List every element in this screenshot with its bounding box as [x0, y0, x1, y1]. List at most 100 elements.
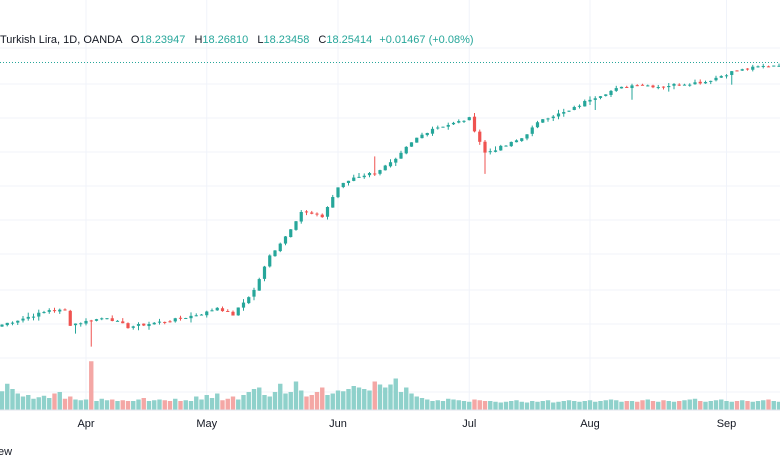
- candle-up: [441, 126, 445, 128]
- candle-up: [10, 322, 15, 324]
- candle-up: [357, 176, 361, 178]
- candle-up: [278, 243, 282, 252]
- legend-close-label: C: [318, 34, 327, 46]
- volume-bar: [514, 400, 519, 410]
- volume-bar: [309, 395, 314, 410]
- candle-up: [598, 96, 603, 98]
- volume-bar: [356, 387, 362, 410]
- candle-down: [163, 321, 167, 323]
- volume-bar: [288, 392, 293, 410]
- candle-up: [58, 309, 62, 312]
- candle-up: [604, 94, 608, 96]
- volume-bar: [283, 393, 288, 410]
- candle-up: [551, 116, 555, 119]
- candle-up: [299, 211, 303, 222]
- candle-up: [457, 121, 461, 123]
- volume-bar: [593, 401, 598, 410]
- volume-bar: [425, 399, 430, 410]
- candle-down: [121, 321, 125, 324]
- candle-down: [226, 310, 230, 312]
- volume-bar: [556, 401, 561, 410]
- candle-up: [724, 75, 729, 77]
- candle-down: [89, 320, 93, 322]
- volume-bar: [734, 401, 740, 410]
- chart-grid: [0, 0, 780, 410]
- volume-bar: [367, 390, 372, 410]
- volume-bar: [682, 400, 687, 410]
- volume-bar: [430, 401, 435, 410]
- footer-view-link[interactable]: ew: [0, 446, 13, 458]
- volume-bar: [519, 401, 524, 410]
- volume-bar: [104, 400, 110, 410]
- candle-up: [257, 279, 261, 291]
- candle-down: [478, 131, 482, 142]
- volume-bar: [755, 401, 761, 410]
- candle-up: [0, 324, 4, 327]
- volume-bar: [304, 396, 309, 410]
- volume-bar: [115, 401, 120, 410]
- candle-up: [289, 229, 293, 238]
- volume-bar: [99, 398, 104, 410]
- volume-bar: [157, 399, 162, 410]
- volume-bar: [83, 399, 89, 410]
- candle-down: [661, 86, 666, 88]
- volume-bar: [346, 389, 351, 410]
- volume-bar: [414, 396, 419, 410]
- candle-up: [577, 105, 582, 107]
- candle-up: [210, 310, 214, 312]
- volume-bar: [320, 387, 325, 410]
- volume-bar: [698, 401, 703, 410]
- candle-up: [341, 182, 345, 188]
- volume-bar: [267, 396, 272, 410]
- volume-bar: [482, 401, 488, 410]
- candle-up: [520, 138, 524, 141]
- volume-bar: [776, 401, 780, 410]
- volume-bar: [477, 400, 482, 410]
- volume-bar: [383, 387, 388, 410]
- legend-open-label: O: [130, 34, 140, 46]
- volume-bar: [272, 392, 278, 410]
- volume-bar: [94, 401, 99, 410]
- volume-bar: [278, 383, 283, 410]
- candle-up: [730, 71, 734, 75]
- volume-bar: [661, 400, 666, 410]
- candle-down: [304, 211, 309, 213]
- candle-up: [667, 85, 671, 88]
- x-tick-label-apr: Apr: [77, 418, 94, 430]
- volume-bar: [335, 390, 341, 410]
- candle-up: [541, 119, 545, 123]
- legend-close-value: 18.25414: [326, 34, 373, 46]
- candle-up: [331, 197, 335, 208]
- candle-up: [37, 312, 41, 317]
- candle-up: [630, 85, 634, 89]
- candle-up: [688, 84, 692, 86]
- candle-down: [63, 309, 67, 311]
- candle-up: [404, 146, 408, 154]
- candle-down: [640, 84, 645, 86]
- candle-down: [635, 85, 639, 87]
- candle-up: [614, 88, 618, 91]
- candle-up: [383, 165, 387, 171]
- volume-bar: [724, 401, 729, 410]
- volume-bar: [472, 399, 477, 410]
- candle-down: [142, 323, 146, 326]
- candle-up: [367, 172, 372, 176]
- candle-down: [625, 86, 629, 88]
- candle-up: [283, 236, 288, 244]
- volume-bar: [740, 400, 745, 410]
- legend-symbol: Turkish Lira, 1D, OANDA: [0, 34, 122, 46]
- candle-up: [236, 307, 240, 316]
- volume-bar: [498, 402, 503, 410]
- volume-bar: [598, 401, 603, 410]
- candle-up: [21, 318, 25, 321]
- volume-bar: [141, 398, 146, 410]
- volume-bar: [440, 401, 446, 410]
- volume-bar: [446, 398, 451, 410]
- candle-up: [262, 266, 267, 279]
- candle-up: [42, 312, 46, 314]
- candle-up: [462, 120, 466, 122]
- volume-bar: [131, 401, 136, 410]
- candle-up: [215, 307, 219, 311]
- candle-up: [415, 137, 419, 143]
